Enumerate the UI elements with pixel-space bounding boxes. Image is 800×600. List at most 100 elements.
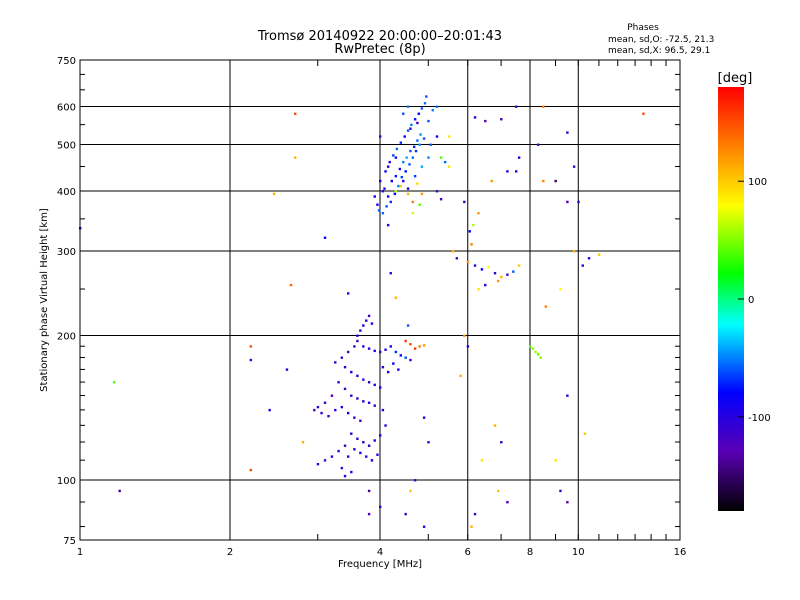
data-point [346, 455, 350, 458]
data-point [293, 156, 297, 159]
data-point [381, 190, 385, 193]
data-point [493, 271, 497, 275]
data-point [581, 264, 584, 267]
data-point [506, 273, 509, 276]
data-point [389, 200, 392, 204]
data-point [427, 156, 430, 159]
data-point [381, 408, 385, 412]
data-point [350, 394, 353, 397]
x-tick-label: 1 [77, 547, 83, 558]
data-point [477, 212, 480, 215]
data-point [343, 444, 347, 447]
data-point [429, 143, 432, 146]
data-point [289, 283, 293, 287]
data-point [484, 119, 487, 123]
data-point [463, 334, 466, 337]
data-point [435, 135, 439, 138]
data-point [466, 345, 470, 348]
data-point [285, 368, 289, 371]
data-point [385, 205, 388, 208]
data-point [459, 374, 462, 378]
data-point [418, 345, 421, 348]
data-point [406, 192, 410, 196]
data-point [268, 408, 271, 412]
data-point [412, 145, 416, 149]
data-point [394, 350, 398, 354]
data-point [356, 437, 359, 440]
data-point [337, 381, 340, 384]
data-point [249, 468, 253, 472]
data-point [425, 95, 428, 98]
data-point [487, 265, 490, 269]
data-point [422, 525, 426, 528]
data-point [531, 347, 535, 350]
data-point [477, 288, 480, 291]
data-point [517, 264, 521, 267]
x-tick-label: 10 [572, 547, 585, 558]
x-tick-label: 2 [227, 547, 233, 558]
x-axis-ticks: 1 2 4 6 8 10 16 [77, 60, 686, 558]
data-point [439, 156, 443, 159]
y-axis-ticks: 75 100 200 300 400 500 600 750 [57, 56, 680, 547]
data-point [393, 192, 397, 196]
data-point [405, 156, 408, 159]
data-point [381, 365, 385, 369]
data-point [383, 187, 386, 190]
data-point [365, 319, 368, 322]
y-tick-label: 600 [57, 103, 76, 114]
data-point [473, 264, 477, 267]
data-point [583, 432, 587, 435]
chart-subtitle: RwPretec (8p) [334, 42, 425, 57]
data-point [506, 170, 509, 173]
y-tick-label: 500 [57, 141, 76, 152]
data-point [470, 525, 473, 528]
data-point [343, 365, 347, 369]
data-point [367, 489, 371, 493]
data-point [480, 268, 484, 271]
data-point [370, 322, 374, 325]
data-point [417, 112, 420, 115]
x-tick-label: 8 [527, 547, 533, 558]
data-point [468, 230, 471, 233]
data-point [343, 474, 347, 478]
data-point [386, 223, 390, 227]
data-point [420, 192, 424, 196]
data-point [466, 260, 470, 264]
data-point [406, 105, 410, 108]
data-point [572, 165, 576, 168]
data-point [439, 198, 443, 201]
data-point [512, 270, 515, 273]
data-point [409, 127, 412, 130]
data-point [422, 344, 426, 347]
data-point [367, 314, 371, 318]
data-point [379, 135, 382, 138]
data-point [392, 154, 395, 157]
data-point [356, 334, 359, 337]
data-point [416, 182, 419, 185]
data-point [496, 279, 500, 283]
data-point [496, 489, 500, 493]
data-point [350, 432, 353, 435]
data-point [379, 179, 382, 183]
data-point [409, 489, 412, 493]
data-point [404, 512, 407, 516]
data-point [370, 459, 374, 462]
data-point [394, 296, 398, 299]
data-point [367, 401, 371, 404]
y-tick-label: 400 [57, 187, 76, 198]
data-point [404, 170, 407, 173]
data-point [337, 449, 340, 453]
data-point [399, 354, 403, 357]
data-point [534, 350, 537, 354]
data-point [359, 451, 362, 455]
data-point [377, 209, 381, 212]
y-axis-label: Stationary phase Virtual Height [km] [39, 208, 50, 392]
data-point [313, 408, 316, 412]
data-point [301, 441, 305, 444]
data-point [409, 343, 412, 346]
data-point [443, 160, 447, 164]
data-point [447, 165, 451, 168]
data-point [473, 512, 477, 516]
data-point [500, 275, 503, 279]
data-point [413, 118, 417, 121]
